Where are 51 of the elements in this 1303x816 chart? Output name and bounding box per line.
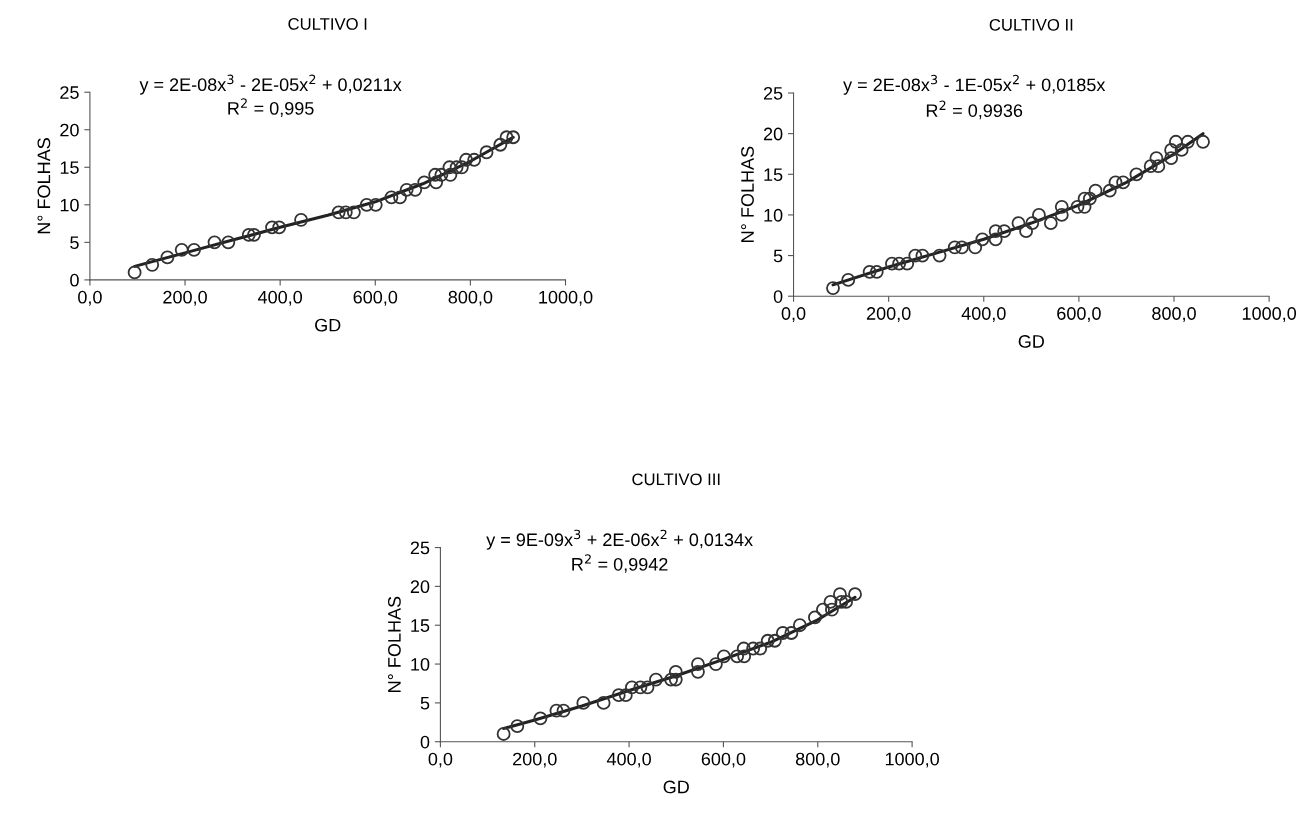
annotation: R$^{2}$ = 0,9936 xyxy=(926,100,1023,120)
y-axis-title: N° FOLHAS xyxy=(37,138,51,234)
x-tick-label: 0,0 xyxy=(428,752,453,768)
y-tick-label: 0 xyxy=(773,290,783,303)
y-tick-label: 5 xyxy=(420,697,430,710)
x-tick-label: 400,0 xyxy=(961,307,1006,323)
x-tick-label: 400,0 xyxy=(257,290,303,306)
x-tick-label: 200,0 xyxy=(163,290,207,306)
x-tick-label: 600,0 xyxy=(1057,307,1101,323)
chart-title: CULTIVO II xyxy=(989,18,1073,31)
x-tick-label: 1000,0 xyxy=(539,290,593,306)
annotation: y = 2E-08x$^{3}$ - 1E-05x$^{2}$ + 0,0185x xyxy=(843,74,1106,95)
chart-title: CULTIVO III xyxy=(632,473,720,486)
y-tick-label: 5 xyxy=(773,249,783,263)
y-axis-title: N° FOLHAS xyxy=(388,596,401,692)
annotation: y = 9E-09x$^{3}$ + 2E-06x$^{2}$ + 0,0134x xyxy=(486,529,753,550)
y-tick-label: 25 xyxy=(410,541,430,555)
y-tick-label: 20 xyxy=(410,580,430,594)
y-tick-label: 15 xyxy=(764,168,783,182)
y-tick-label: 5 xyxy=(70,236,79,250)
y-tick-label: 15 xyxy=(60,161,79,174)
annotation: R$^{2}$ = 0,9942 xyxy=(572,554,668,573)
x-tick-label: 800,0 xyxy=(1152,307,1196,323)
x-axis-title: GD xyxy=(663,780,689,794)
x-tick-label: 200,0 xyxy=(866,307,911,323)
annotation: y = 2E-08x$^{3}$ - 2E-05x$^{2}$ + 0,0211x xyxy=(139,74,402,95)
y-tick-label: 20 xyxy=(60,123,79,137)
x-axis-title: GD xyxy=(1018,335,1044,348)
y-tick-label: 10 xyxy=(411,658,430,671)
x-axis-title: GD xyxy=(315,318,341,332)
y-tick-label: 0 xyxy=(70,273,79,287)
x-tick-label: 0,0 xyxy=(78,290,102,306)
x-tick-label: 600,0 xyxy=(353,290,398,306)
x-tick-label: 1000,0 xyxy=(885,752,940,768)
y-tick-label: 25 xyxy=(60,86,79,99)
x-tick-label: 200,0 xyxy=(513,752,557,768)
y-axis-title: N° FOLHAS xyxy=(741,146,754,242)
x-tick-label: 800,0 xyxy=(448,290,493,306)
y-tick-label: 20 xyxy=(763,127,783,141)
y-tick-label: 0 xyxy=(420,735,430,749)
y-tick-label: 25 xyxy=(763,86,783,100)
annotation: R$^{2}$ = 0,995 xyxy=(228,98,314,117)
x-tick-label: 0,0 xyxy=(781,307,806,323)
y-tick-label: 15 xyxy=(411,619,430,632)
y-tick-label: 10 xyxy=(764,208,783,222)
x-tick-label: 400,0 xyxy=(606,752,651,768)
x-tick-label: 1000,0 xyxy=(1242,307,1297,323)
chart-title: CULTIVO I xyxy=(288,18,367,30)
x-tick-label: 600,0 xyxy=(701,752,746,768)
y-tick-label: 10 xyxy=(60,198,79,212)
x-tick-label: 800,0 xyxy=(795,752,840,768)
